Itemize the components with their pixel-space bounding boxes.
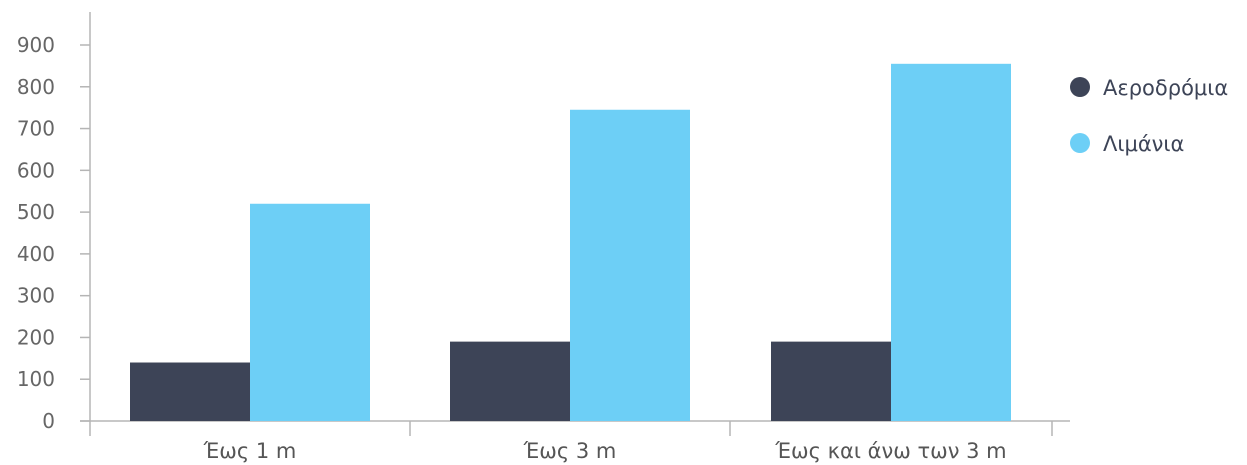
legend-marker-1: [1070, 133, 1090, 153]
y-tick-label-6: 600: [17, 158, 55, 182]
bar-1-0: [450, 341, 570, 421]
y-tick-label-4: 400: [17, 242, 55, 266]
y-tick-label-9: 900: [17, 33, 55, 57]
y-tick-label-0: 0: [42, 409, 55, 433]
legend: Αεροδρόμια Λιμάνια: [1070, 76, 1228, 156]
category-label-2: Έως και άνω των 3 m: [774, 439, 1006, 463]
bars: [130, 63, 1011, 422]
bar-0-1: [250, 203, 370, 421]
y-tick-label-7: 700: [17, 117, 55, 141]
category-label-1: Έως 3 m: [523, 439, 617, 463]
bar-2-0: [771, 341, 891, 421]
y-tick-label-2: 200: [17, 325, 55, 349]
legend-label-0: Αεροδρόμια: [1103, 76, 1228, 100]
y-tick-label-3: 300: [17, 284, 55, 308]
y-tick-label-1: 100: [17, 367, 55, 391]
category-label-0: Έως 1 m: [203, 439, 297, 463]
legend-label-1: Λιμάνια: [1103, 132, 1184, 156]
bar-0-0: [130, 362, 250, 421]
y-tick-label-5: 500: [17, 200, 55, 224]
bar-2-1: [891, 63, 1011, 422]
bar-1-1: [570, 109, 690, 421]
y-tick-label-8: 800: [17, 75, 55, 99]
legend-marker-0: [1070, 77, 1090, 97]
labels: 0 100 200 300 400 500 600 700 800 900 Έως 1 m Έως 3…: [17, 33, 1007, 463]
